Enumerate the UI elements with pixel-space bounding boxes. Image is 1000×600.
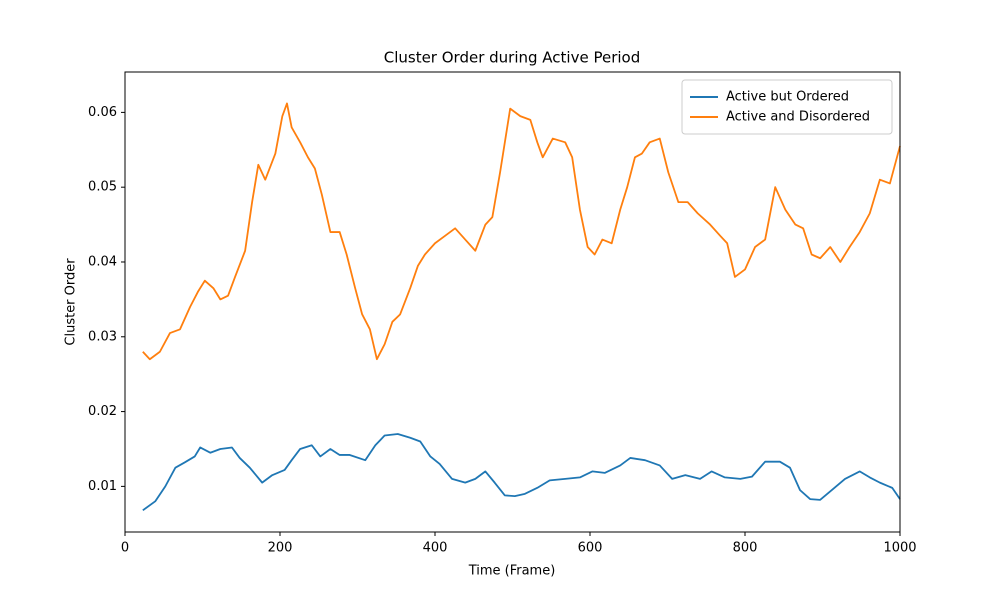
series-line bbox=[142, 433, 901, 512]
y-tick-label: 0.03 bbox=[88, 329, 117, 344]
x-tick-label: 0 bbox=[121, 541, 129, 556]
series-line bbox=[142, 102, 901, 361]
legend-label: Active but Ordered bbox=[726, 90, 849, 105]
x-tick-label: 800 bbox=[733, 541, 758, 556]
legend-label: Active and Disordered bbox=[726, 110, 870, 125]
y-axis-label: Cluster Order bbox=[64, 258, 79, 346]
y-tick-label: 0.04 bbox=[88, 254, 117, 269]
x-tick-label: 1000 bbox=[883, 541, 916, 556]
legend-box bbox=[681, 79, 893, 135]
y-tick-label: 0.01 bbox=[88, 479, 117, 494]
chart-title: Cluster Order during Active Period bbox=[384, 49, 641, 67]
x-axis-label: Time (Frame) bbox=[468, 564, 556, 579]
y-tick-label: 0.06 bbox=[88, 105, 117, 120]
x-tick-label: 400 bbox=[423, 541, 448, 556]
y-tick-label: 0.05 bbox=[88, 180, 117, 195]
legend: Active but Ordered Active and Disordered bbox=[681, 79, 893, 135]
axes-frame bbox=[124, 71, 901, 533]
x-tick-label: 600 bbox=[578, 541, 603, 556]
y-tick-label: 0.02 bbox=[88, 404, 117, 419]
x-tick-label: 200 bbox=[268, 541, 293, 556]
